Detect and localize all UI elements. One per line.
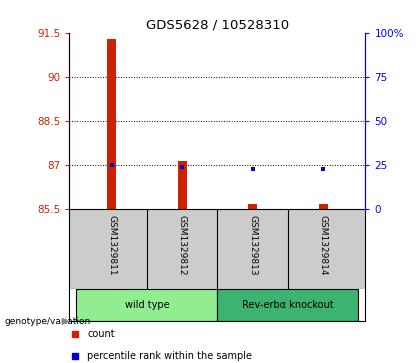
Bar xyxy=(218,289,358,321)
Bar xyxy=(178,161,186,209)
Text: GSM1329814: GSM1329814 xyxy=(319,215,328,276)
Text: Rev-erbα knockout: Rev-erbα knockout xyxy=(242,300,333,310)
Bar xyxy=(318,204,328,209)
Text: genotype/variation: genotype/variation xyxy=(4,317,90,326)
Text: GSM1329813: GSM1329813 xyxy=(248,215,257,276)
Text: percentile rank within the sample: percentile rank within the sample xyxy=(87,351,252,360)
Bar xyxy=(107,39,116,209)
Text: GSM1329811: GSM1329811 xyxy=(107,215,116,276)
Title: GDS5628 / 10528310: GDS5628 / 10528310 xyxy=(146,19,289,32)
Bar xyxy=(76,289,218,321)
Text: wild type: wild type xyxy=(125,300,169,310)
Bar xyxy=(248,204,257,209)
Text: ▶: ▶ xyxy=(62,316,70,326)
Text: GSM1329812: GSM1329812 xyxy=(178,215,186,276)
Text: count: count xyxy=(87,329,115,339)
